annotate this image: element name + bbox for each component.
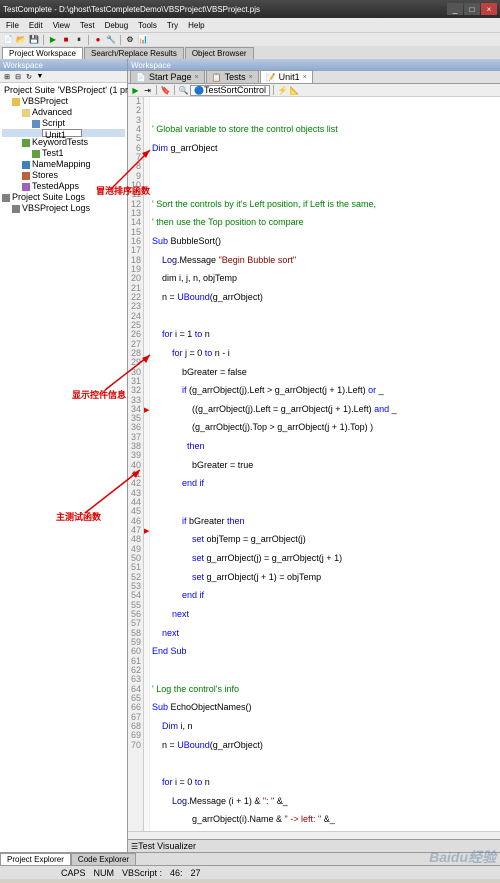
- tab-unit1[interactable]: 📝Unit1×: [260, 70, 313, 83]
- code-toolbar: ▶ ⇥ 🔖 🔍 🔵 TestSortControl ⚡ 📐: [128, 84, 500, 97]
- run-code-icon[interactable]: ▶: [130, 85, 141, 96]
- workspace-tabs: Project Workspace Search/Replace Results…: [0, 46, 500, 59]
- window-title: TestComplete - D:\ghost\TestCompleteDemo…: [3, 5, 447, 14]
- status-col: 27: [191, 868, 201, 878]
- tree-logs-suite[interactable]: Project Suite Logs: [2, 192, 125, 203]
- minimize-button[interactable]: _: [447, 3, 463, 15]
- window-controls: _ □ ×: [447, 3, 497, 15]
- filter-icon[interactable]: ▼: [35, 72, 45, 82]
- tree-logs-proj[interactable]: VBSProject Logs: [2, 203, 125, 214]
- watermark: Baidu经验: [429, 847, 496, 867]
- project-tree: Project Suite 'VBSProject' (1 project) V…: [0, 83, 127, 852]
- code-editor[interactable]: 1234567891011121314151617181920212223242…: [128, 97, 500, 831]
- statusbar: CAPS NUM VBScript : 46: 27: [0, 865, 500, 879]
- tab-start-page[interactable]: 📄Start Page×: [130, 70, 205, 83]
- tool3-icon[interactable]: 📊: [137, 34, 149, 46]
- menubar: File Edit View Test Debug Tools Try Help: [0, 18, 500, 32]
- maximize-button[interactable]: □: [464, 3, 480, 15]
- status-caps: CAPS: [61, 868, 86, 878]
- tab-tests[interactable]: 📋Tests×: [206, 70, 259, 83]
- tree-project[interactable]: VBSProject: [2, 96, 125, 107]
- menu-test[interactable]: Test: [76, 21, 99, 30]
- tree-namemap[interactable]: NameMapping: [2, 159, 125, 170]
- status-line: 46:: [170, 868, 183, 878]
- menu-view[interactable]: View: [49, 21, 74, 30]
- horizontal-scrollbar[interactable]: [128, 831, 500, 839]
- project-explorer-panel: Workspace ⊞ ⊟ ↻ ▼ Project Suite 'VBSProj…: [0, 59, 128, 852]
- menu-edit[interactable]: Edit: [25, 21, 47, 30]
- run-icon[interactable]: ▶: [47, 34, 59, 46]
- opt1-icon[interactable]: ⚡: [277, 85, 288, 96]
- refresh-icon[interactable]: ↻: [24, 72, 34, 82]
- tab-search-replace[interactable]: Search/Replace Results: [84, 47, 184, 59]
- tree-unit1[interactable]: Unit1: [2, 129, 125, 137]
- editor-panel: Workspace 📄Start Page× 📋Tests× 📝Unit1× ▶…: [128, 59, 500, 852]
- bookmark-icon[interactable]: 🔖: [160, 85, 171, 96]
- function-selector[interactable]: 🔵 TestSortControl: [190, 85, 270, 96]
- close-button[interactable]: ×: [481, 3, 497, 15]
- status-num: NUM: [94, 868, 115, 878]
- tool-icon[interactable]: 🔧: [105, 34, 117, 46]
- tree-keyword[interactable]: KeywordTests: [2, 137, 125, 148]
- tree-tested[interactable]: TestedApps: [2, 181, 125, 192]
- tab-project-explorer[interactable]: Project Explorer: [0, 853, 71, 866]
- tree-script[interactable]: Script: [2, 118, 125, 129]
- close-tab-icon[interactable]: ×: [249, 74, 253, 81]
- status-lang: VBScript :: [122, 868, 162, 878]
- tree-test1[interactable]: Test1: [2, 148, 125, 159]
- menu-tools[interactable]: Tools: [134, 21, 161, 30]
- step-icon[interactable]: ⇥: [142, 85, 153, 96]
- collapse-icon[interactable]: ⊟: [13, 72, 23, 82]
- tab-object-browser[interactable]: Object Browser: [185, 47, 254, 59]
- bottom-tabs: Project Explorer Code Explorer: [0, 852, 500, 865]
- line-numbers: 1234567891011121314151617181920212223242…: [128, 97, 144, 831]
- pause-icon[interactable]: ⏸: [73, 34, 85, 46]
- code-content[interactable]: ' Global variable to store the control o…: [150, 97, 500, 831]
- tab-project-workspace[interactable]: Project Workspace: [2, 47, 83, 59]
- close-tab-icon[interactable]: ×: [303, 74, 307, 81]
- document-tabs: 📄Start Page× 📋Tests× 📝Unit1×: [128, 71, 500, 84]
- save-icon[interactable]: 💾: [28, 34, 40, 46]
- main-area: Workspace ⊞ ⊟ ↻ ▼ Project Suite 'VBSProj…: [0, 59, 500, 852]
- opt2-icon[interactable]: 📐: [289, 85, 300, 96]
- open-icon[interactable]: 📂: [15, 34, 27, 46]
- panel-toolbar: ⊞ ⊟ ↻ ▼: [0, 71, 127, 83]
- record-icon[interactable]: ●: [92, 34, 104, 46]
- window-titlebar: TestComplete - D:\ghost\TestCompleteDemo…: [0, 0, 500, 18]
- new-icon[interactable]: 📄: [2, 34, 14, 46]
- tree-stores[interactable]: Stores: [2, 170, 125, 181]
- stop-icon[interactable]: ■: [60, 34, 72, 46]
- expand-icon[interactable]: ⊞: [2, 72, 12, 82]
- main-toolbar: 📄 📂 💾 ▶ ■ ⏸ ● 🔧 ⚙ 📊: [0, 32, 500, 46]
- menu-try[interactable]: Try: [163, 21, 182, 30]
- find-icon[interactable]: 🔍: [178, 85, 189, 96]
- close-tab-icon[interactable]: ×: [195, 74, 199, 81]
- tree-advanced[interactable]: Advanced: [2, 107, 125, 118]
- tree-suite[interactable]: Project Suite 'VBSProject' (1 project): [2, 85, 125, 96]
- panel-header: Workspace: [0, 59, 127, 71]
- menu-debug[interactable]: Debug: [101, 21, 133, 30]
- tool2-icon[interactable]: ⚙: [124, 34, 136, 46]
- menu-file[interactable]: File: [2, 21, 23, 30]
- tab-code-explorer[interactable]: Code Explorer: [71, 853, 136, 866]
- menu-help[interactable]: Help: [184, 21, 208, 30]
